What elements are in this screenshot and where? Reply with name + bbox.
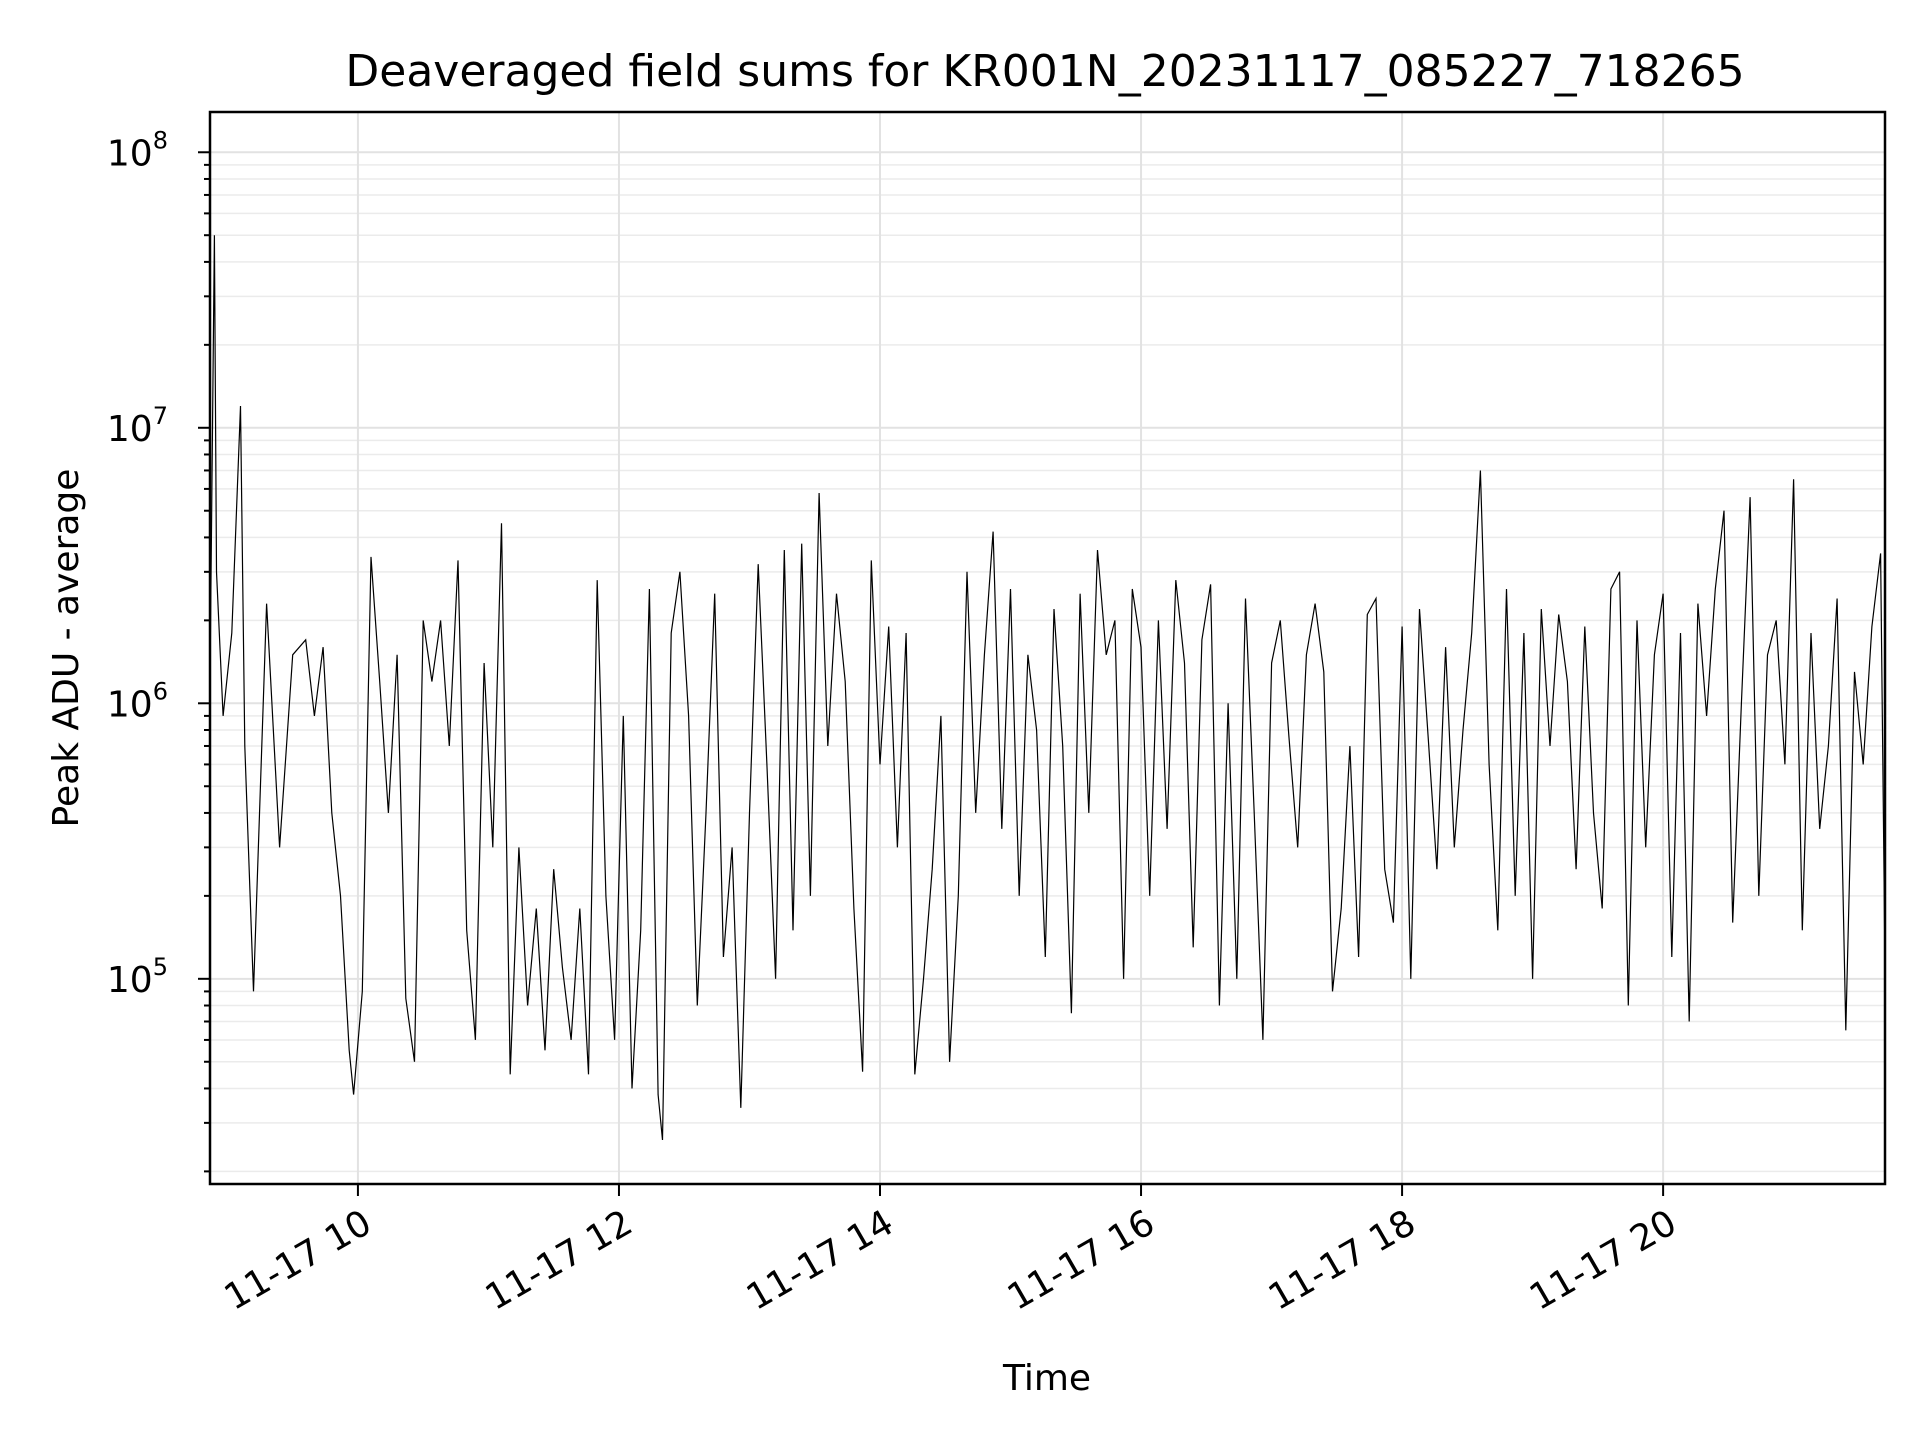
y-tick-label: 107 <box>107 402 168 450</box>
series-line <box>209 164 1886 1141</box>
y-tick-label: 106 <box>107 677 168 725</box>
y-tick-label: 108 <box>107 126 168 174</box>
plot-area <box>209 164 1886 1141</box>
chart-title: Deaveraged field sums for KR001N_2023111… <box>345 46 1744 97</box>
plot-frame <box>208 110 1887 1186</box>
x-axis-label: Time <box>1002 1358 1091 1399</box>
y-tick-label: 105 <box>107 953 168 1001</box>
y-axis-label: Peak ADU - average <box>46 469 87 828</box>
y-axis: 105 106 107 108 <box>107 126 210 1173</box>
